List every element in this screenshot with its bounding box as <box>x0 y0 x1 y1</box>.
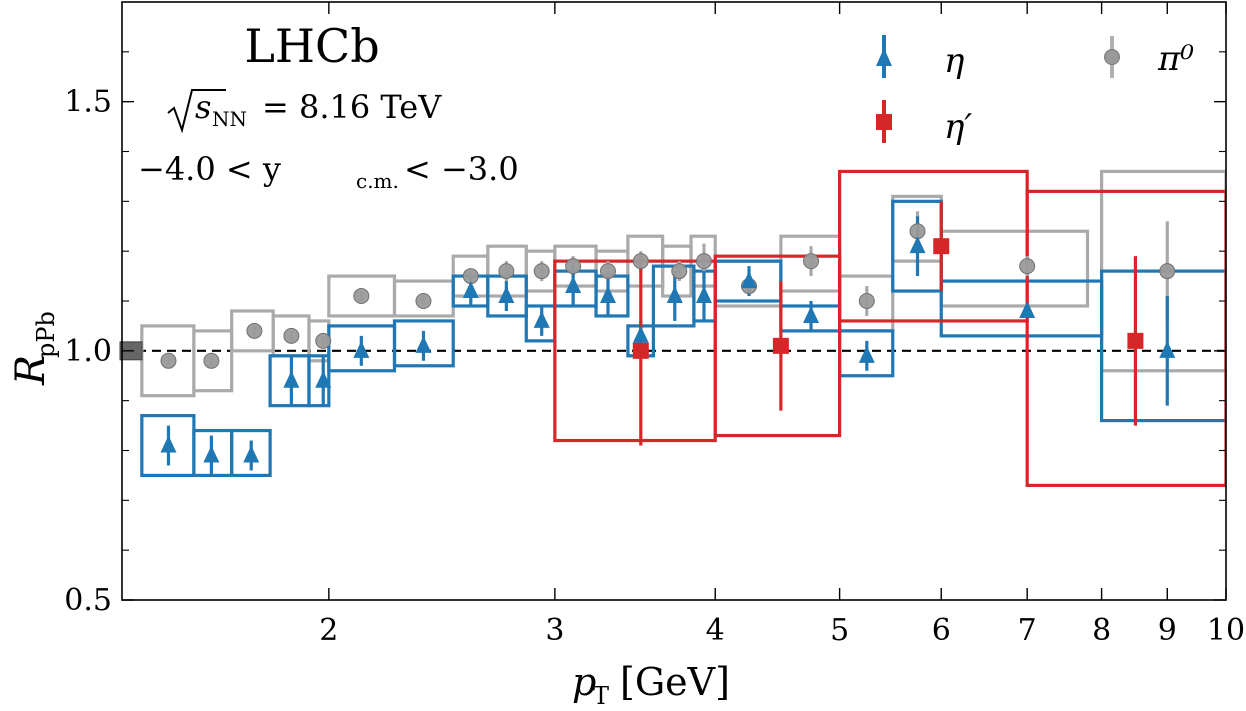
legend-pi0-label: π⁰ <box>1157 39 1194 79</box>
svg-text:s: s <box>195 88 211 126</box>
svg-text:< −3.0: < −3.0 <box>404 150 519 188</box>
x-tick-label: 9 <box>1158 613 1177 648</box>
series-2-point-3-marker <box>1127 332 1144 349</box>
series-1-point-13-marker <box>666 286 683 304</box>
y-tick-label: 1.0 <box>64 334 112 369</box>
x-tick-label: 5 <box>830 613 849 648</box>
series-1-point-11-marker <box>599 286 616 304</box>
legend: η η′ π⁰ <box>876 35 1194 147</box>
svg-text:[GeV]: [GeV] <box>620 660 730 704</box>
x-tick-label: 6 <box>932 613 951 648</box>
series-1-point-14-marker <box>695 286 712 304</box>
series-1-point-4-marker <box>315 370 332 388</box>
series-2-point-3-sys-box <box>1025 189 1226 487</box>
series-1-point-2-sys-box <box>230 428 272 478</box>
x-tick-label: 7 <box>1018 613 1037 648</box>
svg-text:= 8.16 TeV: = 8.16 TeV <box>262 88 442 126</box>
series-0-point-2-marker <box>246 322 263 339</box>
series-1-point-19-sys-box <box>939 279 1104 338</box>
x-tick-label: 3 <box>545 613 564 648</box>
x-tick-label: 10 <box>1207 613 1245 648</box>
legend-etaprime-label: η′ <box>944 107 972 147</box>
legend-etaprime: η′ <box>876 100 972 147</box>
series-1-point-19-marker <box>1019 300 1036 318</box>
series-1-point-18-marker <box>909 236 926 254</box>
series-0-point-19-sys-box <box>939 229 1090 308</box>
series-0-point-5-marker <box>353 288 370 305</box>
x-tick-label: 4 <box>706 613 725 648</box>
series-0-point-10-marker <box>565 258 582 275</box>
series-0-point-1-sys-box <box>192 329 234 393</box>
series-2-point-1-sys-box <box>713 254 842 438</box>
legend-eta-marker <box>876 48 892 66</box>
series-0-point-1-marker <box>203 352 220 369</box>
svg-text:−4.0 < y: −4.0 < y <box>138 150 281 188</box>
series-0-point-4-marker <box>315 332 332 349</box>
svg-text:p: p <box>572 660 596 704</box>
legend-eta: η <box>876 35 965 81</box>
series-1-point-4-sys-box <box>307 354 331 408</box>
x-tick-label: 8 <box>1092 613 1111 648</box>
svg-text:T: T <box>593 682 609 710</box>
series-1-point-20-sys-box <box>1100 269 1226 423</box>
series-0-point-8-marker <box>498 263 515 280</box>
experiment-label: LHCb <box>244 19 379 73</box>
series-1-point-0-marker <box>160 435 177 453</box>
x-tick-label: 2 <box>319 613 338 648</box>
series-1-point-16-marker <box>803 305 820 323</box>
series-0-point-17-marker <box>858 293 875 309</box>
rapidity-label: −4.0 < y c.m. < −3.0 <box>138 150 519 193</box>
y-axis-label: R pPb <box>8 311 60 386</box>
legend-eta-label: η <box>944 41 965 81</box>
series-0-point-19-marker <box>1019 258 1036 275</box>
series-0-point-12-marker <box>632 253 649 270</box>
energy-label: s NN = 8.16 TeV <box>167 88 442 134</box>
series-2-point-2-marker <box>933 238 950 255</box>
series-0-point-6-marker <box>415 293 432 309</box>
series-1-point-15-marker <box>741 271 758 289</box>
series-1-point-2-marker <box>243 445 260 463</box>
series-2-point-1-marker <box>772 337 789 354</box>
series-0-point-20-marker <box>1159 263 1176 280</box>
series-1-point-1-marker <box>203 445 220 463</box>
series-1-point-17-marker <box>858 345 875 363</box>
svg-text:c.m.: c.m. <box>356 169 399 193</box>
y-tick-label: 0.5 <box>64 583 112 618</box>
series-0-point-16-marker <box>803 253 820 270</box>
legend-pi0-marker <box>1104 49 1120 65</box>
legend-pi0: π⁰ <box>1104 36 1194 79</box>
svg-text:pPb: pPb <box>32 311 60 358</box>
series-0-point-0-marker <box>160 352 177 369</box>
series-0-point-11-marker <box>599 263 616 280</box>
series-2-point-0-marker <box>632 342 649 359</box>
series-0-point-3-marker <box>283 327 300 344</box>
series-1-point-9-marker <box>533 310 550 328</box>
x-axis-label: p T [GeV] <box>572 660 730 710</box>
series-1-point-10-marker <box>565 276 582 294</box>
series-0-point-13-marker <box>671 263 688 280</box>
legend-etaprime-marker <box>876 114 892 130</box>
series-1-point-7-marker <box>462 281 479 299</box>
series-1-point-20-marker <box>1159 340 1176 358</box>
series-1-point-8-marker <box>498 286 515 304</box>
svg-text:R: R <box>8 355 54 386</box>
series-1-point-6-sys-box <box>392 319 455 368</box>
y-tick-label: 1.5 <box>64 85 112 120</box>
series-1-point-3-marker <box>283 370 300 388</box>
svg-text:NN: NN <box>212 107 247 131</box>
series-0-point-9-marker <box>533 263 550 280</box>
series-1-point-12-marker <box>632 325 649 343</box>
series-0-point-14-marker <box>695 253 712 270</box>
series-1-point-6-marker <box>415 335 432 353</box>
series-1-point-5-marker <box>353 340 370 358</box>
